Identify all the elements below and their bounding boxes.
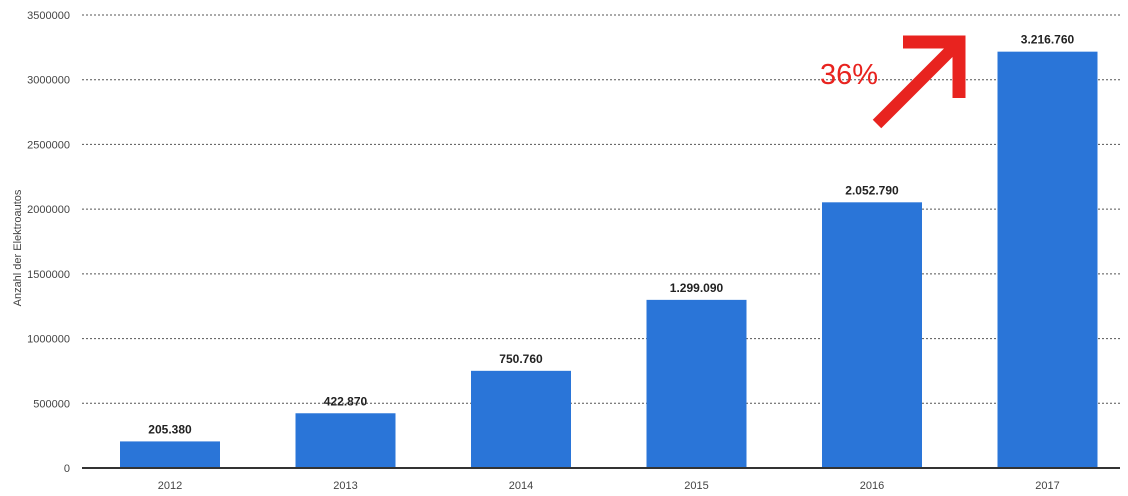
x-tick-label: 2017 bbox=[1035, 480, 1059, 491]
growth-annotation: 36% bbox=[820, 35, 966, 129]
data-label-2015: 1.299.090 bbox=[670, 281, 724, 295]
data-label-2012: 205.380 bbox=[148, 422, 192, 436]
data-label-2017: 3.216.760 bbox=[1021, 33, 1075, 47]
y-tick-label: 1000000 bbox=[27, 334, 70, 346]
x-tick-label: 2013 bbox=[333, 480, 357, 491]
bar-2015 bbox=[646, 299, 747, 468]
x-tick-label: 2015 bbox=[684, 480, 708, 491]
y-tick-label: 0 bbox=[64, 463, 70, 475]
arrow-up-right-icon bbox=[872, 35, 966, 129]
bar-2017 bbox=[997, 51, 1098, 468]
y-tick-label: 2000000 bbox=[27, 204, 70, 216]
bar-2012 bbox=[120, 441, 220, 468]
growth-percentage-label: 36% bbox=[820, 59, 878, 91]
bar-2013 bbox=[295, 413, 396, 468]
y-axis-title: Anzahl der Elektroautos bbox=[12, 189, 24, 306]
data-label-2013: 422.870 bbox=[324, 394, 368, 408]
y-tick-label: 3000000 bbox=[27, 75, 70, 87]
x-tick-label: 2014 bbox=[509, 480, 533, 491]
x-axis-ticks: 2012 2013 2014 2015 2016 2017 bbox=[158, 480, 1060, 492]
gridlines bbox=[82, 14, 1120, 404]
data-label-2014: 750.760 bbox=[499, 352, 543, 366]
data-label-2016: 2.052.790 bbox=[845, 183, 899, 197]
y-tick-label: 2500000 bbox=[27, 139, 70, 151]
bar-2016 bbox=[822, 202, 922, 469]
bar-2014 bbox=[471, 370, 571, 468]
y-tick-label: 1500000 bbox=[27, 269, 70, 281]
x-tick-label: 2016 bbox=[860, 480, 884, 491]
bars bbox=[120, 51, 1098, 469]
y-tick-label: 500000 bbox=[33, 398, 70, 410]
y-axis-ticks: 0 500000 1000000 1500000 2000000 2500000 30000… bbox=[27, 10, 70, 475]
x-tick-label: 2012 bbox=[158, 480, 182, 491]
y-tick-label: 3500000 bbox=[27, 10, 70, 22]
data-labels: 205.380 422.870 750.760 1.299.090 2.052.790 3… bbox=[148, 33, 1074, 437]
